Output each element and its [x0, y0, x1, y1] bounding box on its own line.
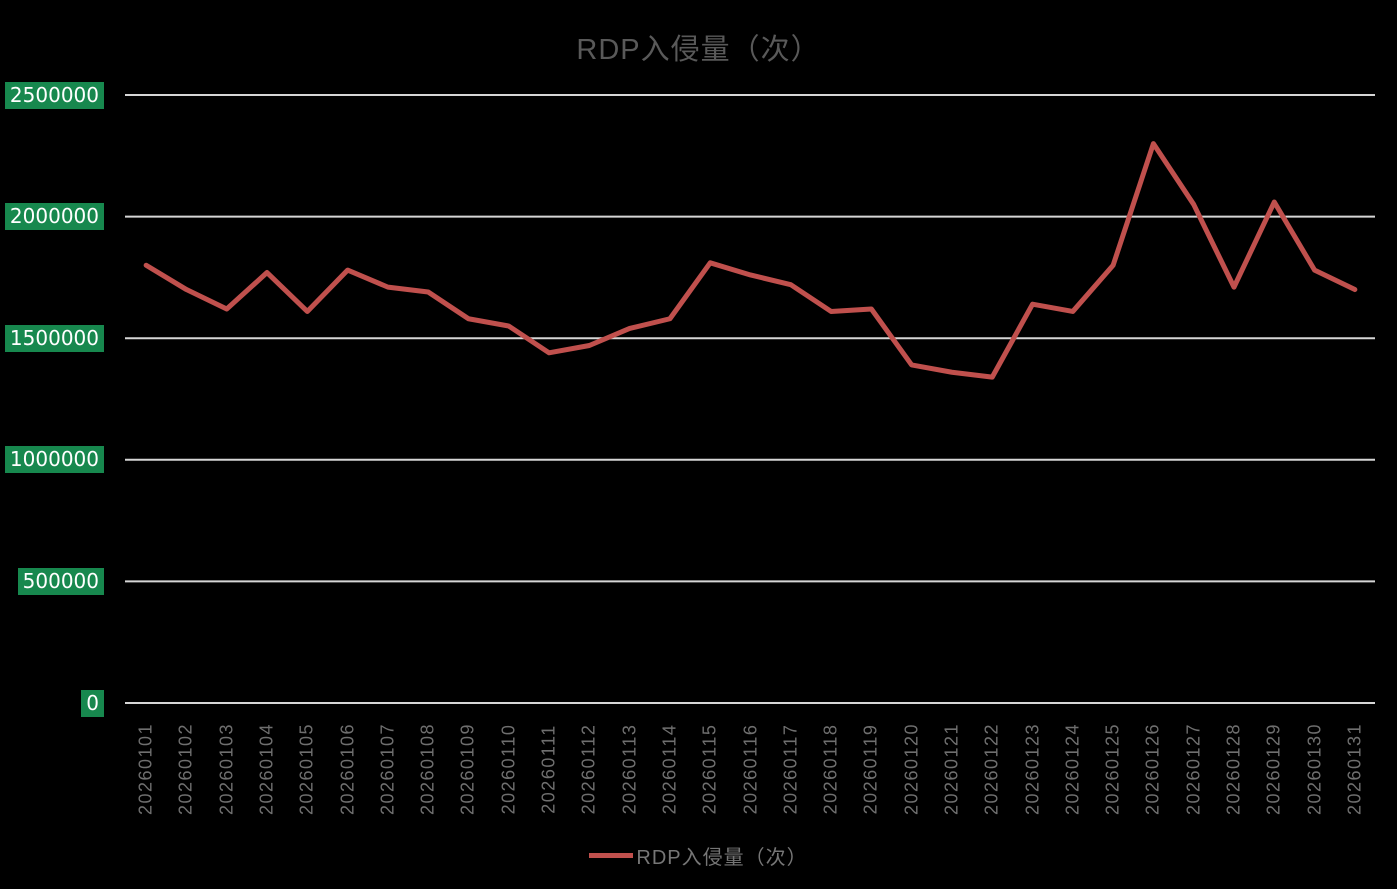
- legend-label: RDP入侵量（次）: [636, 847, 808, 869]
- x-axis-tick-label: 20260115: [699, 723, 720, 815]
- x-axis-tick-label: 20260104: [256, 722, 277, 816]
- x-axis-tick-label: 20260122: [981, 722, 1002, 816]
- x-axis-tick-label: 20260102: [175, 722, 196, 816]
- x-axis-tick-label: 20260129: [1263, 722, 1284, 816]
- x-axis-tick-label: 20260119: [860, 723, 881, 815]
- x-axis-tick-label: 20260118: [820, 723, 841, 815]
- x-axis-tick-label: 20260111: [538, 724, 559, 814]
- legend: RDP入侵量（次）: [0, 841, 1397, 870]
- y-axis-tick-label: 500000: [17, 567, 104, 595]
- x-axis-tick-label: 20260127: [1183, 722, 1204, 816]
- x-axis-tick-label: 20260110: [498, 723, 519, 815]
- x-axis-tick-label: 20260125: [1102, 722, 1123, 816]
- x-axis-tick-label: 20260107: [377, 722, 398, 816]
- y-axis-tick-label: 0: [81, 689, 104, 717]
- x-axis-tick-label: 20260128: [1223, 722, 1244, 816]
- x-axis-tick-label: 20260131: [1344, 722, 1365, 816]
- x-axis-tick-label: 20260116: [740, 723, 760, 815]
- x-axis-tick-label: 20260108: [417, 722, 438, 816]
- y-axis-tick-label: 2000000: [4, 203, 104, 231]
- chart-title: RDP入侵量（次）: [576, 34, 821, 66]
- y-axis-tick-label: 1000000: [4, 446, 104, 474]
- x-axis-tick-label: 20260106: [337, 722, 358, 816]
- x-axis-tick-label: 20260105: [296, 722, 317, 816]
- x-axis-tick-label: 20260109: [457, 722, 478, 816]
- x-axis-tick-label: 20260114: [659, 723, 680, 815]
- x-axis-tick-label: 20260101: [135, 722, 156, 816]
- legend-line-swatch: [589, 853, 634, 858]
- x-axis-tick-label: 20260126: [1142, 722, 1163, 816]
- x-axis-tick-label: 20260103: [216, 722, 237, 816]
- y-axis-tick-label: 1500000: [4, 324, 104, 352]
- x-axis-tick-label: 20260120: [901, 722, 922, 816]
- series-line: [143, 141, 1358, 380]
- x-axis-tick-label: 20260117: [780, 723, 801, 815]
- x-axis-tick-label: 20260112: [578, 723, 599, 815]
- y-axis-tick-label: 2500000: [4, 81, 104, 109]
- x-axis-tick-label: 20260123: [1022, 722, 1043, 816]
- x-axis-tick-label: 20260130: [1304, 722, 1325, 816]
- x-axis-tick-label: 20260113: [619, 723, 640, 815]
- x-axis-tick-label: 20260121: [941, 722, 962, 816]
- x-axis-tick-label: 20260124: [1062, 722, 1083, 816]
